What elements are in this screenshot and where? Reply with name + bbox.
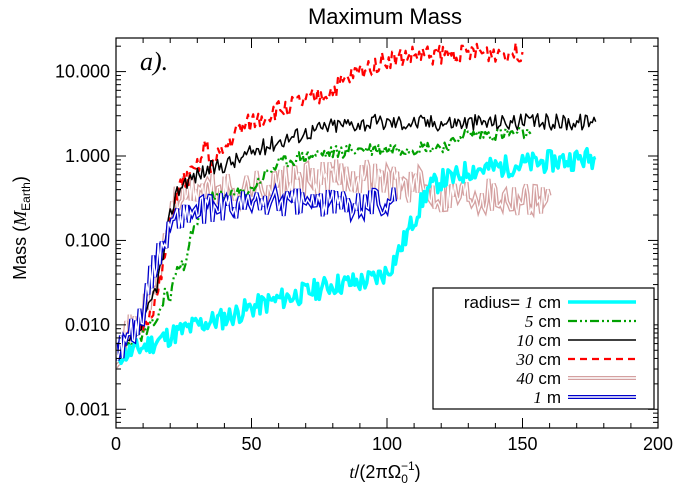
series-line-2 [116, 113, 597, 349]
legend-unit: m [547, 388, 561, 407]
legend-value: 30 [515, 350, 534, 369]
legend-label: 40 cm [516, 369, 561, 388]
panel-label: a). [140, 47, 168, 76]
legend-prefix: radius= [464, 293, 525, 312]
series-line-1 [116, 127, 532, 360]
legend-value: 1 [533, 388, 542, 407]
legend-label: 5 cm [525, 312, 561, 331]
legend-value: 5 [525, 312, 534, 331]
axes: 0 50 100 150 200 0.001 0.010 0.100 1.000 10.000 [55, 37, 673, 454]
legend-label: radius= 1 cm [464, 293, 561, 312]
x-axis-label: t/(2πΩ0−1) [349, 459, 420, 486]
series-line-5-inner [116, 187, 396, 361]
y-tick-label: 0.100 [65, 230, 110, 250]
y-tick-label: 10.000 [55, 62, 110, 82]
y-tick-label: 0.010 [65, 315, 110, 335]
y-tick-label: 0.001 [65, 399, 110, 419]
legend-label: 30 cm [515, 350, 561, 369]
legend-label: 10 cm [516, 331, 561, 350]
x-tick-label: 50 [241, 434, 261, 454]
series-line-3 [116, 41, 524, 356]
legend-value: 40 [516, 369, 534, 388]
y-tick-label: 1.000 [65, 146, 110, 166]
y-axis-label: Mass (MEarth) [10, 176, 33, 280]
legend-unit: cm [538, 293, 561, 312]
x-tick-label: 0 [111, 434, 121, 454]
legend-unit: cm [538, 350, 561, 369]
x-tick-label: 100 [372, 434, 402, 454]
legend-unit: cm [538, 331, 561, 350]
series-line-0 [116, 146, 597, 366]
x-tick-label: 150 [507, 434, 537, 454]
legend-value: 10 [516, 331, 534, 350]
chart-title: Maximum Mass [308, 4, 462, 29]
legend-unit: cm [538, 369, 561, 388]
series-layer [116, 41, 597, 369]
legend-box [432, 287, 655, 410]
legend-unit: cm [538, 312, 561, 331]
legend-value: 1 [525, 293, 534, 312]
x-tick-label: 200 [643, 434, 673, 454]
